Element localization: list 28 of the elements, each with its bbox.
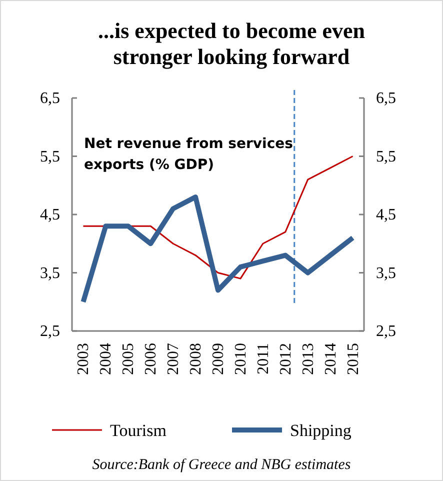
y2-tick-label: 4,5 — [376, 206, 396, 224]
legend-label: Shipping — [290, 421, 352, 440]
x-tick-label: 2010 — [232, 343, 250, 375]
x-tick-label: 2011 — [254, 343, 272, 374]
x-tick-label: 2013 — [300, 343, 317, 375]
x-tick-label: 2003 — [75, 343, 92, 375]
x-tick-label: 2014 — [322, 343, 340, 375]
x-tick-label: 2006 — [142, 343, 160, 375]
source-note: Source:Bank of Greece and NBG estimates — [92, 457, 351, 473]
y-tick-label: 2,5 — [40, 323, 60, 340]
y-tick-label: 5,5 — [40, 148, 60, 166]
y2-tick-label: 6,5 — [376, 90, 396, 107]
y2-tick-label: 2,5 — [376, 323, 396, 340]
y-tick-label: 6,5 — [40, 90, 60, 107]
x-tick-label: 2009 — [210, 343, 227, 375]
x-tick-label: 2012 — [277, 343, 294, 375]
y-tick-label: 4,5 — [40, 206, 60, 224]
y2-tick-label: 3,5 — [376, 264, 396, 282]
legend-label: Tourism — [110, 421, 166, 440]
x-tick-label: 2004 — [98, 343, 115, 375]
y2-tick-label: 5,5 — [376, 148, 396, 166]
x-tick-label: 2007 — [165, 343, 182, 375]
x-tick-label: 2015 — [344, 343, 362, 375]
y-tick-label: 3,5 — [40, 264, 60, 282]
x-tick-label: 2005 — [120, 343, 138, 375]
annotation: Net revenue from services exports (% GDP) — [84, 136, 293, 173]
x-tick-label: 2008 — [188, 343, 205, 375]
chart-title: ...is expected to become even stronger looking forward — [98, 18, 365, 69]
